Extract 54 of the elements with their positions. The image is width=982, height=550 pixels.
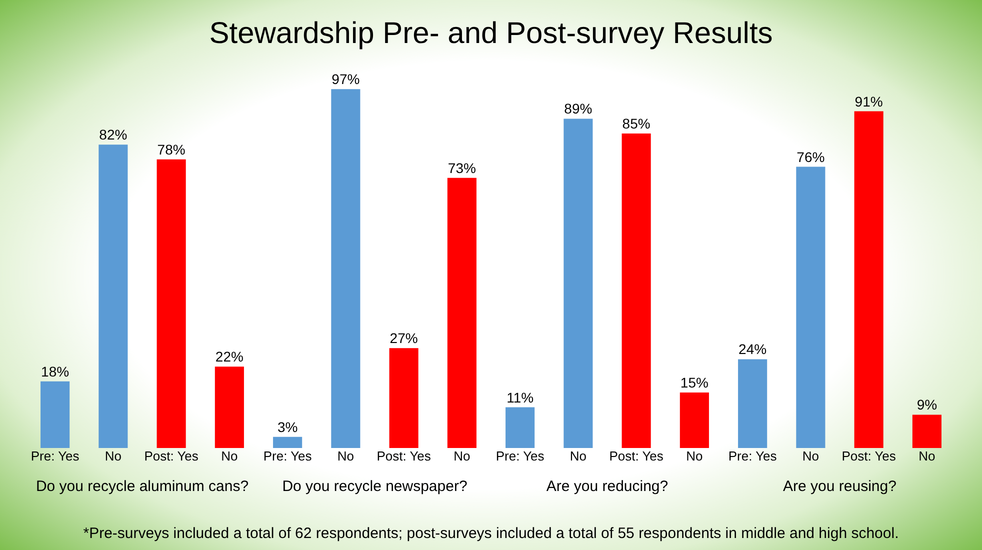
bar	[912, 414, 942, 448]
x-tick-label: Pre: Yes	[30, 448, 80, 464]
bar	[214, 366, 244, 448]
bar	[447, 178, 476, 448]
text: Are you reusing?	[783, 478, 896, 495]
bar	[680, 392, 709, 448]
text: Do you recycle newspaper?	[282, 478, 468, 495]
x-tick-label: No	[570, 448, 586, 464]
x-tick-label: No	[337, 448, 354, 464]
data-label: 11%	[506, 389, 534, 406]
x-tick-label: No	[802, 448, 819, 464]
data-label: 82%	[99, 126, 128, 143]
x-tick-label: Post: Yes	[376, 448, 432, 464]
data-label: 24%	[738, 341, 767, 358]
x-tick-label: Pre: Yes	[263, 448, 312, 464]
bar	[854, 111, 884, 448]
x-tick-label: No	[104, 448, 122, 464]
data-label: 73%	[448, 160, 476, 176]
data-label: 9%	[916, 396, 938, 413]
x-tick-label: Post: Yes	[842, 448, 896, 464]
data-label: 22%	[215, 348, 244, 365]
bar	[622, 134, 651, 448]
x-tick-label: No	[221, 448, 238, 464]
bar	[506, 407, 535, 448]
data-label: 78%	[157, 141, 186, 158]
data-label: 27%	[390, 330, 418, 346]
bar	[156, 159, 186, 448]
bar	[331, 89, 360, 448]
bar	[98, 144, 128, 448]
x-tick-label: Post: Yes	[144, 448, 199, 464]
text: Do you recycle aluminum cans?	[36, 478, 249, 495]
bar	[738, 359, 768, 448]
x-tick-label: Post: Yes	[609, 448, 664, 464]
data-label: 3%	[277, 418, 298, 435]
x-tick-label: No	[686, 448, 703, 464]
x-tick-label: Pre: Yes	[496, 448, 545, 464]
x-tick-label: No	[454, 448, 470, 464]
bar	[389, 348, 418, 448]
data-label: 18%	[41, 363, 70, 380]
data-label: 91%	[854, 93, 883, 110]
bar	[564, 118, 593, 448]
data-label: 15%	[680, 374, 708, 390]
chart-title: Stewardship Pre- and Post-survey Results	[209, 17, 773, 50]
data-label: 85%	[622, 116, 650, 132]
bar	[796, 166, 826, 448]
text: *Pre-surveys included a total of 62 respondents; post-surveys included a total of 55 respondents in middle and high school.	[83, 525, 899, 542]
text: Are you reducing?	[546, 478, 668, 495]
bar	[273, 436, 302, 448]
data-label: 76%	[796, 148, 825, 165]
data-label: 97%	[332, 71, 360, 88]
data-label: 89%	[564, 100, 592, 117]
x-tick-label: No	[918, 448, 936, 464]
x-tick-label: Pre: Yes	[728, 448, 778, 464]
bar	[40, 381, 70, 448]
